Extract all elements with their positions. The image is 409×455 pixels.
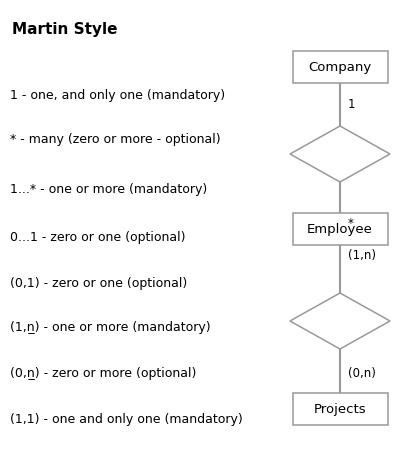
Text: (1,1) - one and only one (mandatory): (1,1) - one and only one (mandatory): [10, 413, 243, 425]
Text: (0,n̲) - zero or more (optional): (0,n̲) - zero or more (optional): [10, 367, 196, 379]
Text: 1...* - one or more (mandatory): 1...* - one or more (mandatory): [10, 183, 207, 196]
Text: 1: 1: [348, 98, 355, 111]
Polygon shape: [290, 293, 390, 349]
Text: *: *: [348, 217, 354, 230]
Text: Employee: Employee: [307, 223, 373, 236]
Text: 0...1 - zero or one (optional): 0...1 - zero or one (optional): [10, 230, 186, 243]
Text: 1 - one, and only one (mandatory): 1 - one, and only one (mandatory): [10, 88, 225, 101]
FancyBboxPatch shape: [292, 52, 387, 84]
Text: Projects: Projects: [314, 403, 366, 415]
Polygon shape: [290, 127, 390, 182]
Text: (1,n): (1,n): [348, 248, 376, 261]
Text: Company: Company: [308, 61, 372, 74]
Text: (0,n): (0,n): [348, 366, 376, 379]
FancyBboxPatch shape: [292, 213, 387, 245]
Text: (0,1) - zero or one (optional): (0,1) - zero or one (optional): [10, 276, 187, 289]
Text: (1,n̲) - one or more (mandatory): (1,n̲) - one or more (mandatory): [10, 321, 211, 334]
FancyBboxPatch shape: [292, 393, 387, 425]
Text: * - many (zero or more - optional): * - many (zero or more - optional): [10, 133, 220, 146]
Text: Martin Style: Martin Style: [12, 22, 117, 37]
